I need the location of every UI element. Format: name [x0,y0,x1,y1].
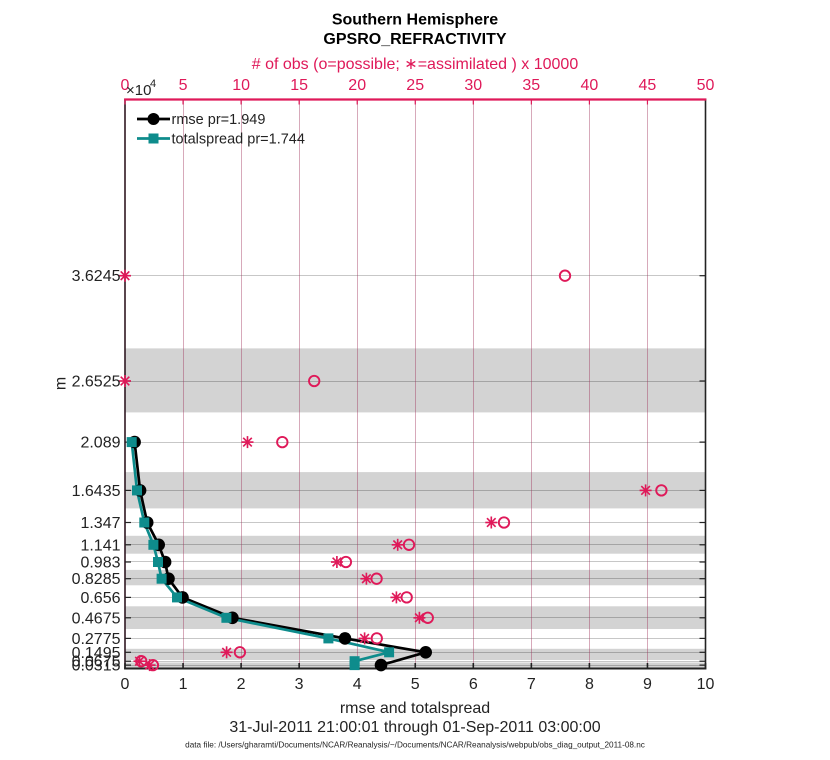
svg-text:0.1495: 0.1495 [72,645,121,662]
svg-text:Southern Hemisphere: Southern Hemisphere [332,12,498,29]
svg-text:2.6525: 2.6525 [72,374,121,391]
svg-text:30: 30 [464,77,482,94]
svg-text:9: 9 [643,676,652,693]
svg-text:GPSRO_REFRACTIVITY: GPSRO_REFRACTIVITY [323,31,506,48]
svg-text:0.4675: 0.4675 [72,610,121,627]
svg-text:45: 45 [639,77,657,94]
svg-text:31-Jul-2011 21:00:01 through 0: 31-Jul-2011 21:00:01 through 01-Sep-2011… [229,719,600,736]
svg-text:totalspread pr=1.744: totalspread pr=1.744 [172,131,305,147]
svg-text:40: 40 [581,77,599,94]
svg-text:×10: ×10 [126,82,151,99]
svg-text:m: m [53,377,70,390]
svg-text:10: 10 [697,676,715,693]
svg-text:1.347: 1.347 [80,515,120,532]
svg-text:4: 4 [150,78,156,90]
svg-text:5: 5 [411,676,420,693]
svg-text:50: 50 [697,77,715,94]
svg-text:5: 5 [179,77,188,94]
svg-text:1.141: 1.141 [80,537,120,554]
svg-text:10: 10 [232,77,250,94]
svg-text:6: 6 [469,676,478,693]
svg-text:3: 3 [295,676,304,693]
svg-text:2: 2 [237,676,246,693]
svg-text:25: 25 [406,77,424,94]
svg-text:0.0675: 0.0675 [72,654,121,671]
svg-text:rmse pr=1.949: rmse pr=1.949 [172,112,266,128]
svg-text:0.983: 0.983 [80,555,120,572]
svg-text:# of obs (o=possible; ∗=assimi: # of obs (o=possible; ∗=assimilated ) x … [252,56,579,73]
svg-text:35: 35 [522,77,540,94]
svg-text:2.089: 2.089 [80,435,120,452]
svg-text:4: 4 [353,676,362,693]
svg-text:7: 7 [527,676,536,693]
svg-text:rmse and totalspread: rmse and totalspread [340,700,490,717]
svg-text:15: 15 [290,77,308,94]
svg-text:0: 0 [121,676,130,693]
svg-text:0.8285: 0.8285 [72,571,121,588]
svg-text:0.656: 0.656 [80,590,120,607]
svg-text:0: 0 [121,77,130,94]
svg-text:3.6245: 3.6245 [72,268,121,285]
svg-text:0.0315: 0.0315 [72,658,121,675]
svg-text:1: 1 [179,676,188,693]
svg-text:0.2775: 0.2775 [72,631,121,648]
svg-text:8: 8 [585,676,594,693]
svg-text:data file: /Users/gharamti/Doc: data file: /Users/gharamti/Documents/NCA… [185,741,645,750]
svg-text:1.6435: 1.6435 [72,483,121,500]
svg-text:20: 20 [348,77,366,94]
